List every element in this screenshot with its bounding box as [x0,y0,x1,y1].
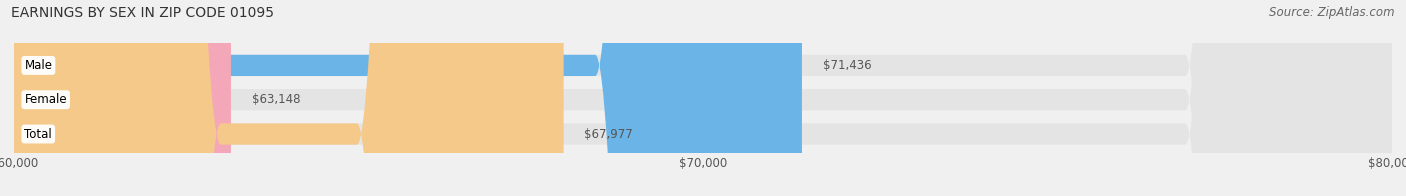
Text: Female: Female [24,93,67,106]
Text: Total: Total [24,128,52,141]
FancyBboxPatch shape [14,0,564,196]
FancyBboxPatch shape [14,0,1392,196]
Text: $63,148: $63,148 [252,93,299,106]
FancyBboxPatch shape [14,0,1392,196]
Text: Male: Male [24,59,52,72]
FancyBboxPatch shape [14,0,801,196]
Text: EARNINGS BY SEX IN ZIP CODE 01095: EARNINGS BY SEX IN ZIP CODE 01095 [11,6,274,20]
FancyBboxPatch shape [14,0,231,196]
Text: Source: ZipAtlas.com: Source: ZipAtlas.com [1270,6,1395,19]
Text: $67,977: $67,977 [585,128,633,141]
FancyBboxPatch shape [14,0,1392,196]
Text: $71,436: $71,436 [823,59,872,72]
